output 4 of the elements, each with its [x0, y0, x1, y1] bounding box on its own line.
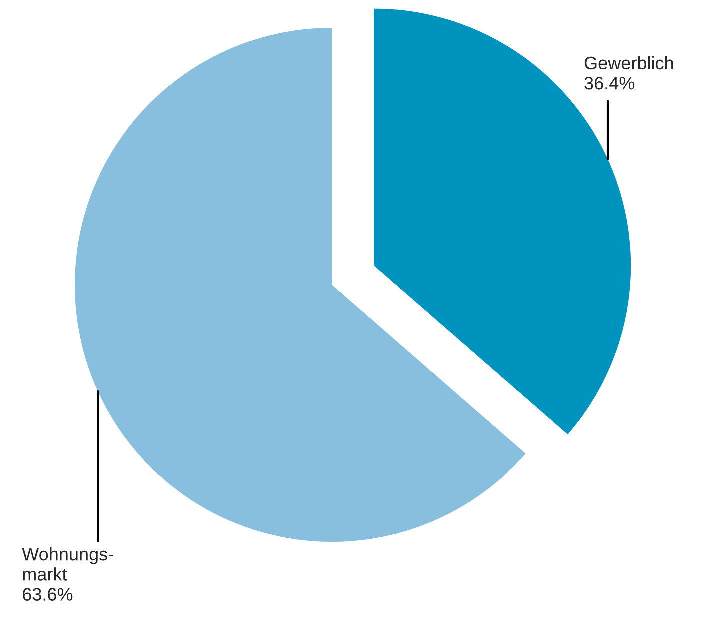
- slice-label: Wohnungs- markt: [22, 547, 114, 581]
- data-label: 63.6%: [23, 588, 73, 601]
- data-label: 36.4%: [584, 76, 635, 90]
- slice-label: Gewerblich: [584, 56, 674, 70]
